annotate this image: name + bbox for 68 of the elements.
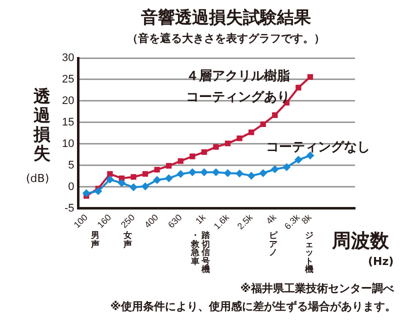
- point: [129, 183, 138, 192]
- x-tick-label: 250: [118, 212, 137, 230]
- text: 女声: [123, 231, 132, 250]
- text: 踏切信号機: [201, 231, 210, 275]
- point: [190, 154, 196, 160]
- point: [164, 174, 173, 182]
- point: [94, 187, 102, 196]
- x-tick-label: 6.3k: [282, 212, 302, 232]
- x-tick-label: 2.5k: [235, 212, 255, 232]
- text: 男声: [90, 231, 100, 250]
- y-tick-label: 20: [62, 94, 74, 107]
- point: [282, 163, 291, 172]
- point: [176, 170, 185, 178]
- series-label: ４層アクリル樹脂コーティングあり: [186, 68, 290, 105]
- text: ※使用条件により、使用感に差が生ずる場合があります。: [110, 299, 396, 314]
- point: [154, 166, 160, 173]
- text: ジェット機: [304, 231, 314, 275]
- chart-subtitle: （音を遮る大きさを表すグラフです。）: [126, 31, 326, 46]
- y-tick-label: 0: [68, 180, 74, 193]
- y-tick-label: -5: [64, 202, 74, 214]
- x-tick-label: 630: [166, 212, 184, 230]
- point: [224, 169, 232, 178]
- point: [142, 171, 148, 177]
- point: [107, 171, 113, 177]
- x-tick-label: 160: [95, 212, 114, 230]
- point: [296, 84, 302, 90]
- text: ピアノ: [268, 231, 278, 258]
- point: [200, 168, 208, 176]
- point: [224, 140, 231, 146]
- point: [118, 178, 126, 187]
- x-tick-label: 4k: [264, 212, 278, 226]
- point: [130, 174, 136, 180]
- point: [236, 135, 242, 142]
- y-tick-label: 30: [62, 52, 74, 64]
- point: [188, 168, 196, 176]
- text: ・救急車: [190, 231, 200, 266]
- y-tick-label: 15: [62, 116, 74, 128]
- point: [178, 158, 184, 164]
- point: [153, 176, 162, 184]
- y-tick-label: 25: [62, 74, 74, 86]
- x-tick-label: 8k: [300, 212, 314, 226]
- x-tick-label: 400: [142, 212, 160, 230]
- y-axis-title: 透過損失 (dB): [26, 87, 51, 185]
- text: ※福井県工業技術センター調べ: [240, 281, 394, 296]
- point: [294, 156, 302, 164]
- y-tick-label: 10: [62, 138, 74, 150]
- point: [82, 189, 90, 198]
- point: [212, 168, 220, 176]
- x-tick-label: 100: [72, 212, 90, 230]
- x-tick-label: 1.6k: [212, 212, 232, 232]
- point: [106, 176, 114, 184]
- point: [272, 112, 278, 118]
- point: [260, 121, 266, 127]
- point: [247, 172, 256, 180]
- point: [201, 149, 208, 155]
- x-axis-title: 周波数 (Hz): [332, 229, 394, 268]
- chart-title: 音響透過損失試験結果: [140, 7, 312, 29]
- point: [141, 182, 150, 190]
- point: [166, 162, 172, 169]
- point: [307, 74, 314, 80]
- point: [213, 144, 219, 150]
- point: [248, 129, 254, 136]
- point: [270, 165, 279, 174]
- y-tick-label: 5: [68, 159, 74, 172]
- x-tick-label: 1k: [194, 212, 208, 226]
- point: [259, 169, 268, 178]
- series-label: コーティングなし: [266, 140, 370, 155]
- point: [236, 170, 244, 178]
